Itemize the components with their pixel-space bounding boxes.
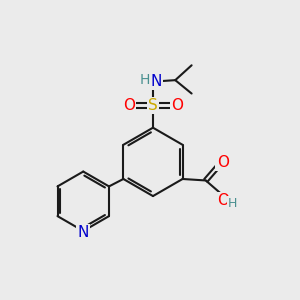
Text: H: H [228, 197, 237, 210]
Text: O: O [171, 98, 183, 113]
Text: H: H [140, 73, 150, 87]
Text: O: O [123, 98, 135, 113]
Text: N: N [78, 225, 89, 240]
Text: S: S [148, 98, 158, 113]
Text: O: O [217, 155, 229, 170]
Text: N: N [151, 74, 162, 89]
Text: O: O [217, 193, 229, 208]
